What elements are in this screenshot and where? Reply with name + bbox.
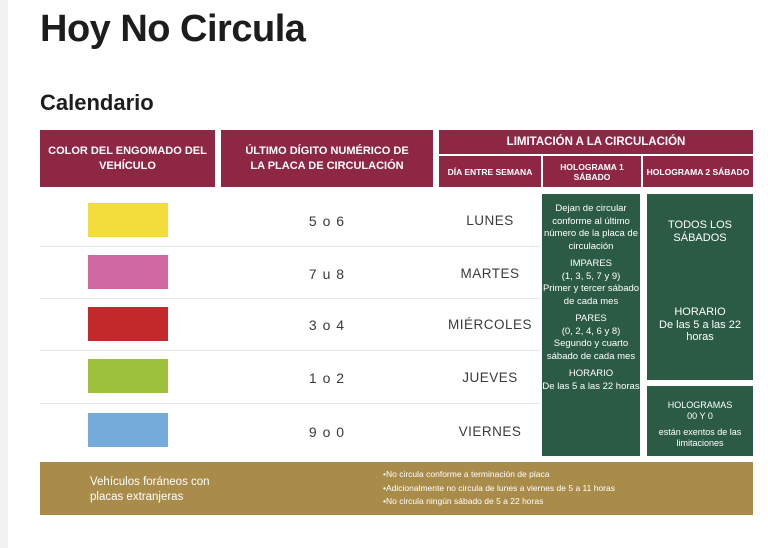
color-swatch-row4 (88, 359, 168, 393)
row-divider (40, 246, 540, 247)
weekday-row3: MIÉRCOLES (447, 317, 533, 332)
exentos-description: están exentos de las limitaciones (658, 427, 742, 448)
subheader-holograma-1: HOLOGRAMA 1 SÁBADO (543, 156, 641, 187)
footer-note: •No circula conforme a terminación de pl… (383, 469, 550, 479)
color-swatch-row5 (88, 413, 168, 447)
row-divider (40, 350, 540, 351)
row-divider (40, 403, 540, 404)
subheader-holograma-2: HOLOGRAMA 2 SÁBADO (643, 156, 753, 187)
plate-digits-row1: 5 o 6 (308, 213, 346, 229)
foreign-vehicles-footer: Vehículos foráneos con placas extranjera… (40, 462, 753, 515)
page-title: Hoy No Circula (40, 8, 306, 50)
weekday-row5: VIERNES (458, 424, 522, 439)
pares-title: PARES (575, 313, 607, 324)
color-swatch-row1 (88, 203, 168, 237)
plate-digits-row5: 9 o 0 (308, 424, 346, 440)
footer-note: •Adicionalmente no circula de lunes a vi… (383, 482, 615, 493)
impares-description: Primer y tercer sábado de cada mes (542, 283, 640, 307)
exentos-title: HOLOGRAMAS (667, 400, 733, 410)
horario-description: De las 5 a las 22 horas (659, 318, 741, 344)
horario-title: HORARIO (568, 368, 614, 379)
pares-description: Segundo y cuarto sábado de cada mes (546, 338, 636, 362)
plate-digits-row4: 1 o 2 (308, 370, 346, 386)
weekday-row1: LUNES (466, 213, 514, 228)
footer-note: •No circula ningún sábado de 5 a 22 hora… (383, 496, 544, 506)
section-title: Calendario (40, 90, 154, 115)
left-sidebar-edge (0, 0, 8, 548)
header-ultimo-digito: ÚLTIMO DÍGITO NUMÉRICO DE LA PLACA DE CI… (221, 130, 433, 187)
color-swatch-row3 (88, 307, 168, 341)
weekday-row2: MARTES (460, 266, 520, 281)
holograma-2-horario: HORARIO De las 5 a las 22 horas (647, 306, 753, 344)
exentos-codes: 00 Y 0 (687, 410, 713, 421)
color-swatch-row2 (88, 255, 168, 289)
holograma-2-info: TODOS LOS SÁBADOS HORARIO De las 5 a las… (647, 194, 753, 380)
plate-digits-row2: 7 u 8 (308, 266, 346, 282)
impares-numbers: (1, 3, 5, 7 y 9) (561, 270, 621, 282)
holograma-1-intro: Dejan de circular conforme al último núm… (543, 203, 638, 252)
row-divider (40, 298, 540, 299)
weekday-row4: JUEVES (462, 370, 518, 385)
holograma-1-info: Dejan de circular conforme al último núm… (542, 194, 640, 456)
footer-title: Vehículos foráneos con placas extranjera… (90, 476, 210, 503)
hologramas-exentos: HOLOGRAMAS 00 Y 0 están exentos de las l… (647, 386, 753, 456)
subheader-dia-semana: DÍA ENTRE SEMANA (439, 156, 541, 187)
plate-digits-row3: 3 o 4 (308, 317, 346, 333)
header-color-engomado: COLOR DEL ENGOMADO DEL VEHÍCULO (40, 130, 215, 187)
pares-numbers: (0, 2, 4, 6 y 8) (561, 325, 621, 337)
header-limitacion: LIMITACIÓN A LA CIRCULACIÓN (439, 130, 753, 154)
footer-notes: •No circula conforme a terminación de pl… (383, 468, 615, 509)
todos-los-sabados: TODOS LOS SÁBADOS (668, 219, 732, 244)
impares-title: IMPARES (569, 258, 613, 269)
horario-description: De las 5 a las 22 horas (542, 380, 640, 392)
horario-title: HORARIO (674, 306, 726, 318)
